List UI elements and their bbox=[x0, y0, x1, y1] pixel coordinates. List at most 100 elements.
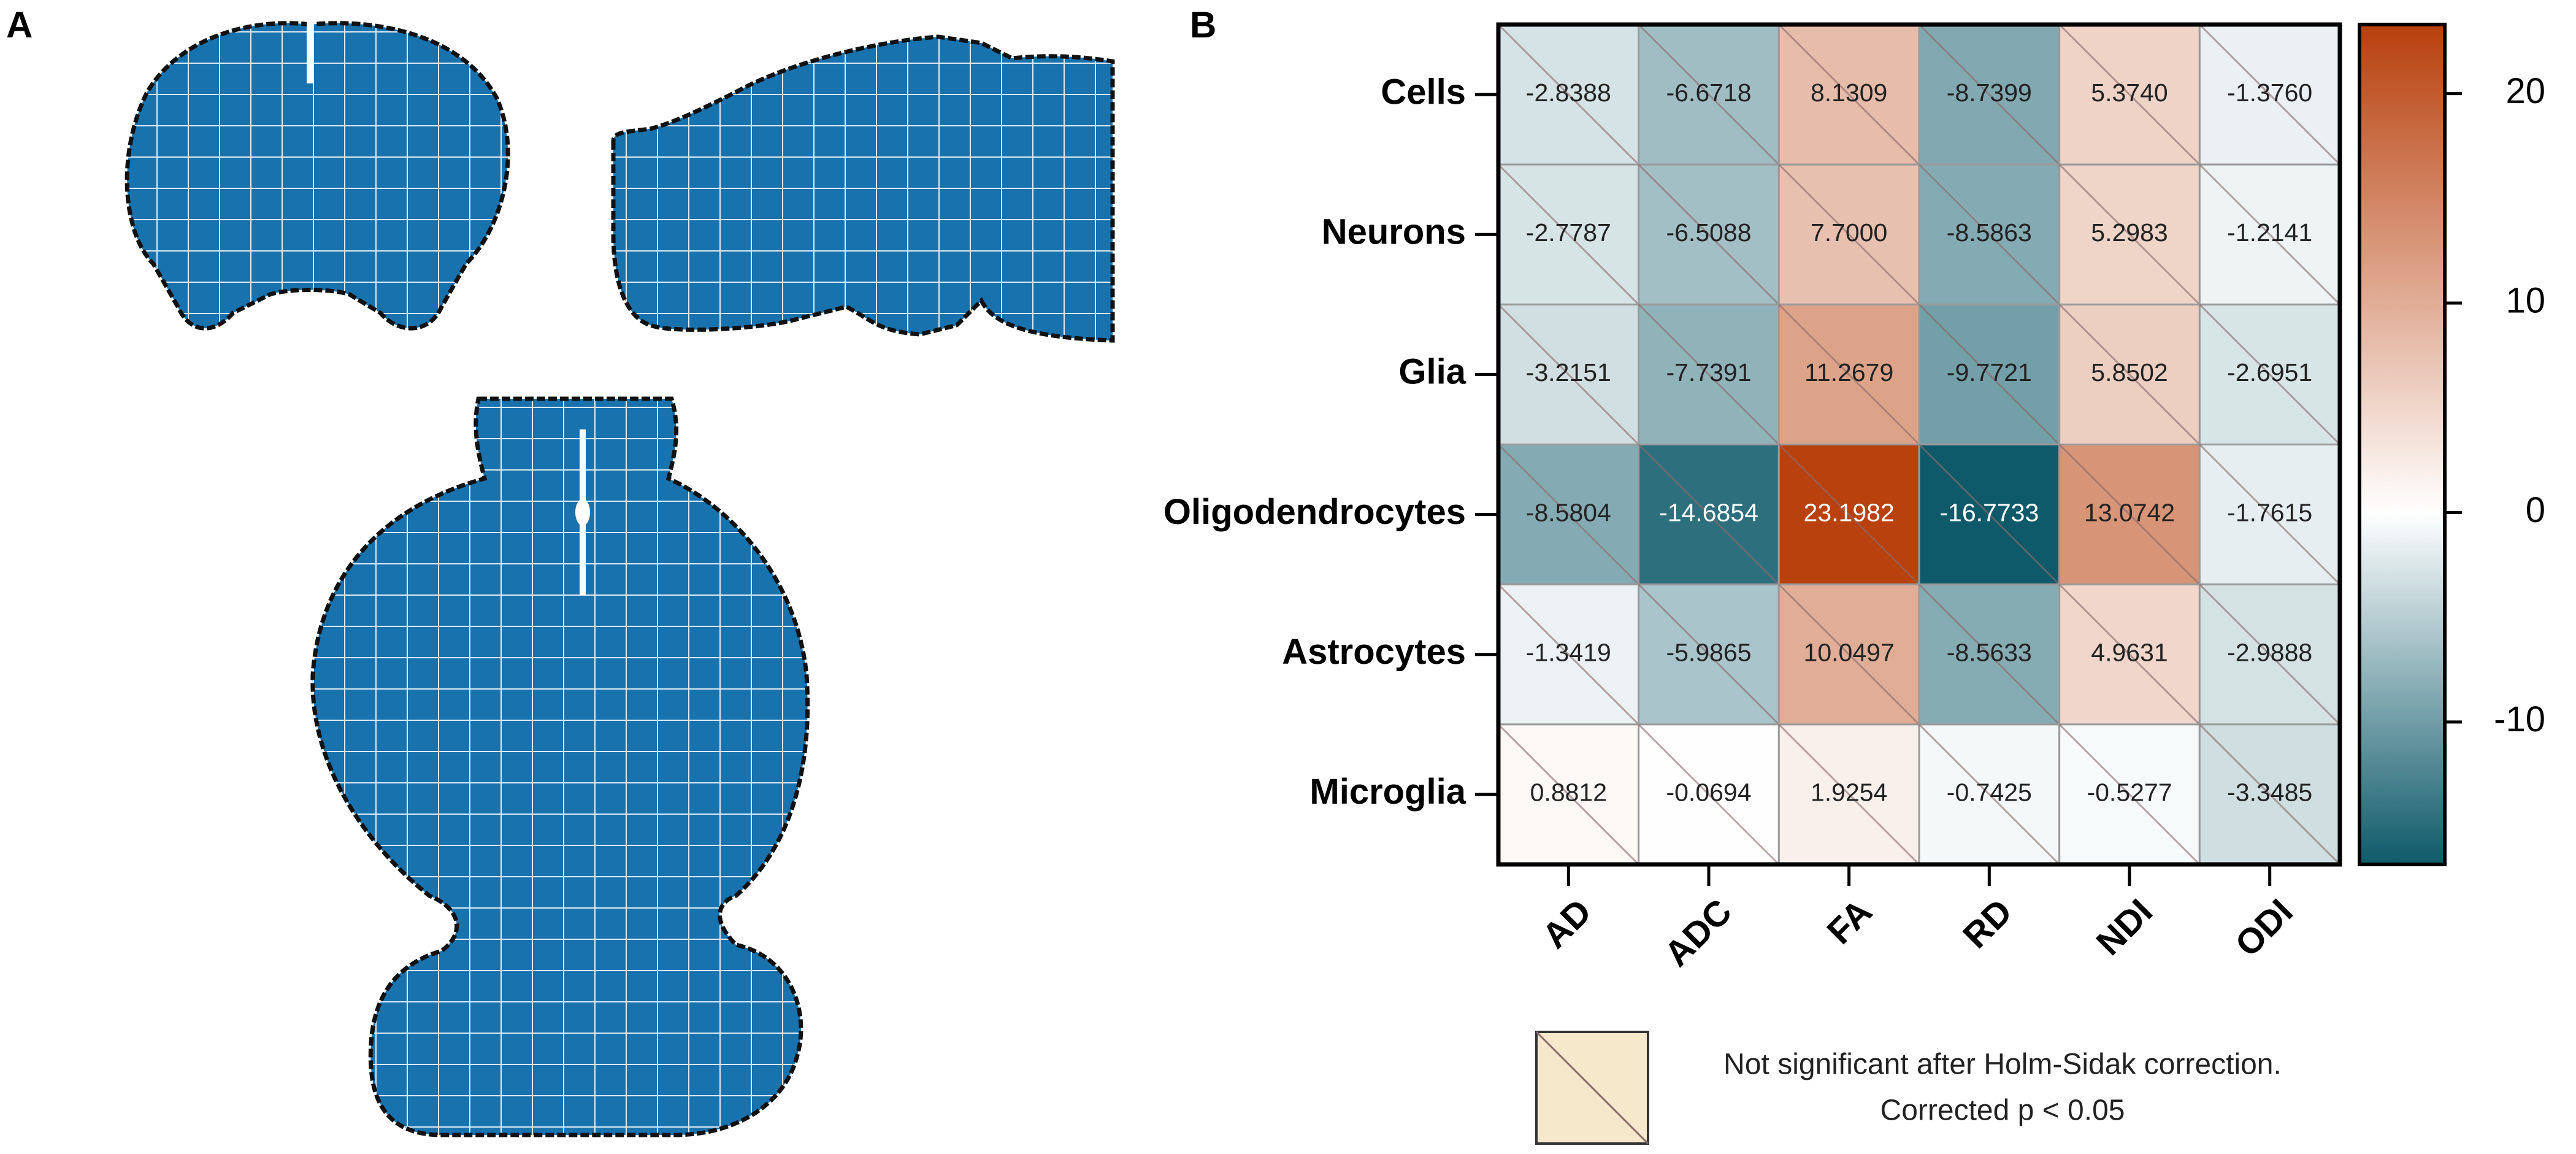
row-label: Astrocytes bbox=[1282, 632, 1466, 672]
cell-diagonal bbox=[2199, 723, 2341, 866]
panel-label: B bbox=[1190, 4, 1216, 45]
cell-diagonal bbox=[1918, 723, 2060, 866]
row-label: Microglia bbox=[1309, 772, 1466, 812]
row-label: Glia bbox=[1398, 352, 1466, 392]
cell-label: -2.9888 bbox=[2227, 639, 2312, 667]
cell-label: -1.3419 bbox=[1526, 639, 1611, 667]
cell-label: 5.8502 bbox=[2091, 358, 2168, 387]
legend-text: Not significant after Holm-Sidak correct… bbox=[1723, 1048, 2282, 1081]
cell-diagonal bbox=[2199, 23, 2341, 166]
cell-diagonal bbox=[2058, 583, 2201, 725]
cell-diagonal bbox=[1778, 444, 1920, 585]
cell-diagonal bbox=[2058, 304, 2201, 445]
cell-diagonal bbox=[1638, 23, 1780, 166]
col-label: ADC bbox=[1657, 891, 1739, 974]
cell-label: -16.7733 bbox=[1939, 498, 2039, 526]
cell-label: 11.2679 bbox=[1804, 358, 1893, 387]
ventricle bbox=[575, 499, 590, 526]
cell-label: -3.3485 bbox=[2227, 779, 2312, 807]
cell-label: -8.5804 bbox=[1526, 498, 1611, 526]
cell-label: -3.2151 bbox=[1526, 358, 1611, 387]
col-label: RD bbox=[1955, 891, 2020, 956]
colorbar-tick-label: -10 bbox=[2494, 699, 2545, 739]
cell-diagonal bbox=[2058, 164, 2201, 306]
cell-diagonal bbox=[1778, 23, 1920, 166]
cell-label: -2.7787 bbox=[1526, 218, 1611, 247]
cell-diagonal bbox=[2199, 164, 2341, 306]
cell-label: 7.7000 bbox=[1811, 218, 1887, 247]
cell-label: -0.7425 bbox=[1947, 779, 2032, 807]
legend-diagonal bbox=[1535, 1031, 1649, 1145]
cell-label: -14.6854 bbox=[1659, 498, 1758, 526]
col-label: FA bbox=[1819, 891, 1879, 952]
cell-label: -0.0694 bbox=[1666, 779, 1751, 807]
row-label: Cells bbox=[1381, 72, 1466, 112]
cell-label: -2.6951 bbox=[2227, 358, 2312, 387]
brain-diagrams bbox=[125, 21, 1115, 1137]
cell-label: -7.7391 bbox=[1666, 358, 1751, 387]
cell-diagonal bbox=[1918, 304, 2060, 445]
cell-label: -8.7399 bbox=[1947, 79, 2032, 107]
cell-diagonal bbox=[2058, 444, 2201, 585]
cell-label: -6.5088 bbox=[1666, 218, 1751, 247]
colorbar-tick-label: 0 bbox=[2526, 490, 2545, 530]
cell-label: -9.7721 bbox=[1947, 358, 2032, 387]
cell-diagonal bbox=[1497, 583, 1639, 725]
cell-diagonal bbox=[1497, 444, 1639, 585]
coronal-brain bbox=[125, 21, 510, 331]
col-label: ODI bbox=[2228, 891, 2301, 964]
cell-diagonal bbox=[1638, 583, 1780, 725]
cell-diagonal bbox=[1918, 164, 2060, 306]
cell-label: -0.5277 bbox=[2087, 779, 2172, 807]
cell-diagonal bbox=[1778, 583, 1920, 725]
col-label: NDI bbox=[2088, 891, 2160, 963]
cell-diagonal bbox=[1497, 164, 1639, 306]
cell-diagonal bbox=[1778, 723, 1920, 866]
row-label: Oligodendrocytes bbox=[1163, 492, 1466, 532]
cell-diagonal bbox=[1778, 304, 1920, 445]
cell-label: -5.9865 bbox=[1666, 639, 1751, 667]
sagittal-brain bbox=[611, 34, 1115, 343]
cell-diagonal bbox=[1918, 583, 2060, 725]
cell-label: 0.8812 bbox=[1530, 779, 1607, 807]
legend-text: Corrected p < 0.05 bbox=[1880, 1094, 2125, 1127]
cell-diagonal bbox=[1638, 164, 1780, 306]
col-label: AD bbox=[1535, 891, 1599, 956]
cell-label: -8.5633 bbox=[1947, 639, 2032, 667]
cell-diagonal bbox=[1638, 723, 1780, 866]
cell-diagonal bbox=[1638, 304, 1780, 445]
cell-label: 10.0497 bbox=[1804, 639, 1895, 667]
cell-diagonal bbox=[1638, 444, 1780, 585]
cell-diagonal bbox=[2058, 723, 2201, 866]
cell-diagonal bbox=[1497, 23, 1639, 166]
cell-diagonal bbox=[1918, 444, 2060, 585]
panel-label: A bbox=[6, 4, 33, 45]
cell-label: 23.1982 bbox=[1804, 498, 1895, 526]
row-label: Neurons bbox=[1322, 212, 1466, 252]
cell-label: -1.2141 bbox=[2227, 218, 2312, 247]
cell-label: -1.7615 bbox=[2227, 498, 2312, 526]
cell-diagonal bbox=[1497, 304, 1639, 445]
cell-label: 4.9631 bbox=[2091, 639, 2168, 667]
colorbar-tick-label: 10 bbox=[2505, 280, 2545, 320]
cell-label: 5.3740 bbox=[2091, 79, 2168, 107]
cell-diagonal bbox=[2199, 304, 2341, 445]
cell-label: -1.3760 bbox=[2227, 79, 2312, 107]
coronal-notch bbox=[307, 22, 314, 83]
colorbar bbox=[2358, 23, 2447, 866]
cell-label: 1.9254 bbox=[1811, 779, 1887, 807]
cell-diagonal bbox=[2058, 23, 2201, 166]
cell-label: -2.8388 bbox=[1526, 79, 1611, 107]
cell-label: 5.2983 bbox=[2091, 218, 2168, 247]
cell-diagonal bbox=[1778, 164, 1920, 306]
cell-diagonal bbox=[2199, 444, 2341, 585]
cell-label: -6.6718 bbox=[1666, 79, 1751, 107]
cell-diagonal bbox=[1918, 23, 2060, 166]
heatmap-frame bbox=[1496, 22, 2342, 867]
cell-label: 8.1309 bbox=[1811, 79, 1887, 107]
cell-label: 13.0742 bbox=[2084, 498, 2175, 526]
horizontal-brain bbox=[310, 396, 810, 1137]
cell-diagonal bbox=[1497, 723, 1639, 866]
cell-label: -8.5863 bbox=[1947, 218, 2032, 247]
